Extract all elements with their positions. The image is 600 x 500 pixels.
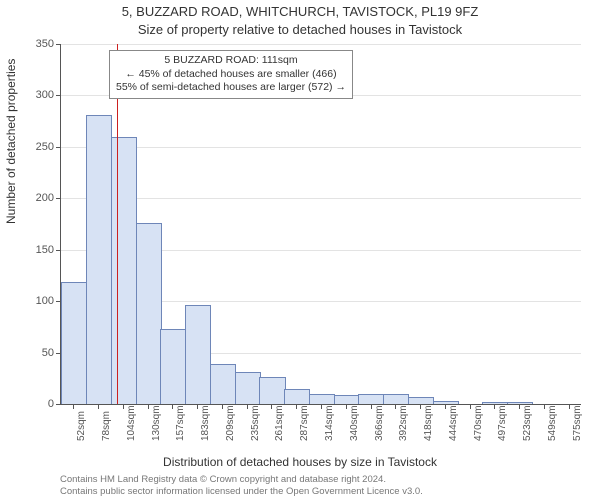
xtick-mark [172, 404, 173, 409]
title-main: 5, BUZZARD ROAD, WHITCHURCH, TAVISTOCK, … [0, 4, 600, 19]
ytick-label: 200 [14, 192, 54, 204]
xtick-label: 418sqm [423, 405, 434, 441]
xtick-mark [346, 404, 347, 409]
xtick-label: 549sqm [547, 405, 558, 441]
xtick-mark [197, 404, 198, 409]
xtick-label: 314sqm [324, 405, 335, 441]
xtick-mark [470, 404, 471, 409]
xtick-mark [148, 404, 149, 409]
title-sub: Size of property relative to detached ho… [0, 22, 600, 37]
ytick-label: 300 [14, 89, 54, 101]
xtick-label: 287sqm [299, 405, 310, 441]
xtick-label: 497sqm [497, 405, 508, 441]
xtick-mark [222, 404, 223, 409]
bar [309, 394, 335, 404]
xtick-mark [371, 404, 372, 409]
ytick-mark [56, 198, 61, 199]
xtick-mark [321, 404, 322, 409]
bar [408, 397, 434, 404]
xtick-label: 392sqm [398, 405, 409, 441]
xtick-mark [494, 404, 495, 409]
xtick-mark [420, 404, 421, 409]
ytick-label: 150 [14, 244, 54, 256]
xtick-label: 78sqm [101, 411, 112, 441]
xtick-label: 340sqm [349, 405, 360, 441]
xtick-label: 104sqm [126, 405, 137, 441]
annotation-box: 5 BUZZARD ROAD: 111sqm ← 45% of detached… [109, 50, 353, 99]
gridline [61, 198, 581, 199]
bar [334, 395, 360, 404]
xtick-mark [247, 404, 248, 409]
ytick-label: 100 [14, 295, 54, 307]
ytick-label: 350 [14, 38, 54, 50]
bar [235, 372, 261, 404]
ytick-mark [56, 147, 61, 148]
ytick-label: 0 [14, 398, 54, 410]
xtick-label: 444sqm [448, 405, 459, 441]
annotation-line2: ← 45% of detached houses are smaller (46… [116, 68, 346, 82]
bar [185, 305, 211, 404]
xtick-mark [271, 404, 272, 409]
bar [433, 401, 459, 404]
xtick-label: 209sqm [225, 405, 236, 441]
ytick-mark [56, 44, 61, 45]
xtick-label: 52sqm [76, 411, 87, 441]
ytick-label: 50 [14, 347, 54, 359]
xtick-label: 575sqm [572, 405, 583, 441]
xtick-label: 470sqm [473, 405, 484, 441]
bar [383, 394, 409, 404]
xtick-mark [544, 404, 545, 409]
x-axis-label: Distribution of detached houses by size … [0, 455, 600, 469]
bar [160, 329, 186, 404]
xtick-label: 157sqm [175, 405, 186, 441]
xtick-label: 366sqm [374, 405, 385, 441]
bar [284, 389, 310, 404]
bar [358, 394, 384, 404]
bar [61, 282, 87, 404]
xtick-label: 130sqm [151, 405, 162, 441]
bar [86, 115, 112, 404]
bar [210, 364, 236, 404]
xtick-mark [395, 404, 396, 409]
bar [111, 137, 137, 404]
annotation-line1: 5 BUZZARD ROAD: 111sqm [116, 54, 346, 68]
bar [259, 377, 285, 404]
xtick-label: 523sqm [522, 405, 533, 441]
footer: Contains HM Land Registry data © Crown c… [60, 474, 423, 498]
xtick-label: 261sqm [274, 405, 285, 441]
xtick-label: 183sqm [200, 405, 211, 441]
chart-container: 5, BUZZARD ROAD, WHITCHURCH, TAVISTOCK, … [0, 0, 600, 500]
ytick-mark [56, 250, 61, 251]
gridline [61, 147, 581, 148]
ytick-label: 250 [14, 141, 54, 153]
xtick-mark [73, 404, 74, 409]
gridline [61, 44, 581, 45]
xtick-mark [123, 404, 124, 409]
ytick-mark [56, 404, 61, 405]
xtick-mark [98, 404, 99, 409]
ytick-mark [56, 95, 61, 96]
footer-line2: Contains public sector information licen… [60, 486, 423, 498]
footer-line1: Contains HM Land Registry data © Crown c… [60, 474, 423, 486]
xtick-label: 235sqm [250, 405, 261, 441]
plot-area: 52sqm78sqm104sqm130sqm157sqm183sqm209sqm… [60, 44, 581, 405]
xtick-mark [445, 404, 446, 409]
xtick-mark [569, 404, 570, 409]
xtick-mark [296, 404, 297, 409]
xtick-mark [519, 404, 520, 409]
bar [136, 223, 162, 404]
annotation-line3: 55% of semi-detached houses are larger (… [116, 81, 346, 95]
